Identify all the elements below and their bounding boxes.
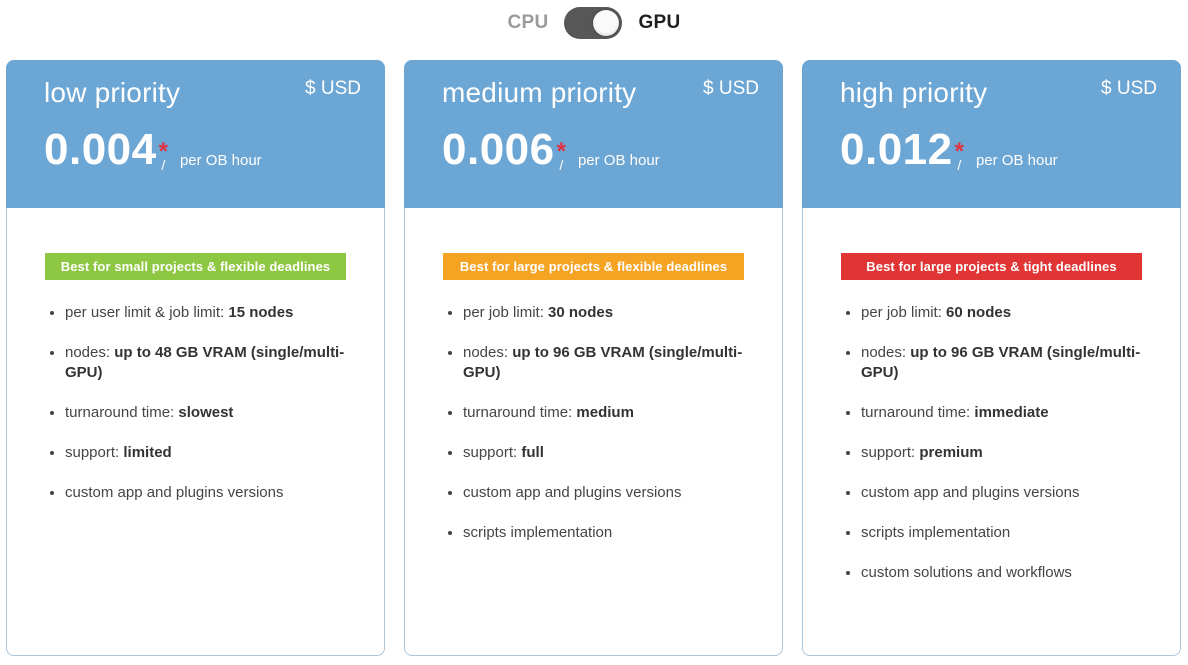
feature-item: scripts implementation	[463, 523, 744, 543]
feature-text: support:	[861, 444, 920, 461]
feature-item: per user limit & job limit: 15 nodes	[65, 303, 346, 323]
feature-item: custom solutions and workflows	[861, 563, 1142, 583]
feature-list: per job limit: 60 nodes nodes: up to 96 G…	[841, 303, 1142, 583]
toggle-label-cpu[interactable]: CPU	[507, 12, 549, 33]
feature-item: custom app and plugins versions	[463, 483, 744, 503]
per-unit-label: per OB hour	[577, 151, 660, 169]
card-header: high priority $ USD 0.012 * / per OB hou…	[802, 60, 1181, 208]
feature-item: custom app and plugins versions	[65, 483, 346, 503]
pricing-cards: low priority $ USD 0.004 * / per OB hour…	[0, 60, 1188, 656]
feature-bold-value: up to 48 GB VRAM (single/multi-GPU)	[65, 344, 345, 381]
price-value: 0.006	[442, 124, 555, 174]
toggle-label-gpu[interactable]: GPU	[638, 12, 681, 33]
feature-bold-value: immediate	[974, 404, 1049, 421]
feature-text: per user limit & job limit:	[65, 304, 229, 321]
plan-title: medium priority	[442, 77, 637, 108]
feature-item: custom app and plugins versions	[861, 483, 1142, 503]
feature-item: turnaround time: medium	[463, 403, 744, 423]
feature-text: per job limit:	[861, 304, 947, 321]
feature-bold-value: 15 nodes	[228, 304, 294, 321]
feature-bold-value: 30 nodes	[548, 304, 614, 321]
feature-text: custom app and plugins versions	[463, 484, 682, 501]
feature-item: scripts implementation	[861, 523, 1142, 543]
card-header: medium priority $ USD 0.006 * / per OB h…	[404, 60, 783, 208]
price-value: 0.004	[44, 124, 157, 174]
feature-text: support:	[65, 444, 124, 461]
plan-title: high priority	[840, 77, 988, 108]
feature-item: nodes: up to 48 GB VRAM (single/multi-GP…	[65, 343, 346, 383]
feature-item: per job limit: 60 nodes	[861, 303, 1142, 323]
slash-mark: /	[559, 156, 564, 173]
feature-bold-value: up to 96 GB VRAM (single/multi-GPU)	[861, 344, 1141, 381]
feature-item: nodes: up to 96 GB VRAM (single/multi-GP…	[463, 343, 744, 383]
currency-label: $ USD	[305, 78, 361, 99]
price-marks: * /	[556, 137, 566, 173]
per-unit-label: per OB hour	[975, 151, 1058, 169]
feature-item: support: limited	[65, 443, 346, 463]
feature-text: per job limit:	[463, 304, 549, 321]
best-for-badge: Best for large projects & tight deadline…	[841, 253, 1142, 280]
feature-list: per job limit: 30 nodes nodes: up to 96 G…	[443, 303, 744, 543]
best-for-badge: Best for small projects & flexible deadl…	[45, 253, 346, 280]
cpu-gpu-toggle-row: CPU GPU	[0, 0, 1188, 40]
feature-bold-value: 60 nodes	[946, 304, 1012, 321]
feature-bold-value: premium	[919, 444, 983, 461]
feature-item: support: full	[463, 443, 744, 463]
switch-knob	[593, 10, 620, 36]
currency-label: $ USD	[1101, 78, 1157, 99]
feature-text: custom solutions and workflows	[861, 564, 1072, 581]
feature-text: support:	[463, 444, 522, 461]
pricing-card-high-priority: high priority $ USD 0.012 * / per OB hou…	[802, 60, 1181, 656]
plan-title: low priority	[44, 77, 181, 108]
feature-text: scripts implementation	[463, 524, 613, 541]
feature-item: nodes: up to 96 GB VRAM (single/multi-GP…	[861, 343, 1142, 383]
feature-text: turnaround time:	[463, 404, 577, 421]
card-body: Best for large projects & flexible deadl…	[404, 208, 783, 656]
pricing-card-medium-priority: medium priority $ USD 0.006 * / per OB h…	[404, 60, 783, 656]
per-unit-label: per OB hour	[179, 151, 262, 169]
card-body: Best for large projects & tight deadline…	[802, 208, 1181, 656]
price-marks: * /	[158, 137, 168, 173]
feature-text: custom app and plugins versions	[861, 484, 1080, 501]
currency-label: $ USD	[703, 78, 759, 99]
feature-bold-value: up to 96 GB VRAM (single/multi-GPU)	[463, 344, 743, 381]
asterisk-mark: *	[954, 137, 964, 165]
feature-item: support: premium	[861, 443, 1142, 463]
cpu-gpu-switch[interactable]	[564, 7, 623, 39]
feature-item: per job limit: 30 nodes	[463, 303, 744, 323]
feature-text: turnaround time:	[861, 404, 975, 421]
feature-text: nodes:	[65, 344, 115, 361]
feature-text: scripts implementation	[861, 524, 1011, 541]
slash-mark: /	[161, 156, 166, 173]
price-value: 0.012	[840, 124, 953, 174]
feature-item: turnaround time: slowest	[65, 403, 346, 423]
card-header: low priority $ USD 0.004 * / per OB hour	[6, 60, 385, 208]
feature-text: nodes:	[463, 344, 513, 361]
pricing-card-low-priority: low priority $ USD 0.004 * / per OB hour…	[6, 60, 385, 656]
feature-bold-value: slowest	[178, 404, 234, 421]
slash-mark: /	[957, 156, 962, 173]
feature-text: custom app and plugins versions	[65, 484, 284, 501]
feature-list: per user limit & job limit: 15 nodes node…	[45, 303, 346, 503]
card-body: Best for small projects & flexible deadl…	[6, 208, 385, 656]
feature-bold-value: limited	[123, 444, 172, 461]
price-marks: * /	[954, 137, 964, 173]
feature-text: nodes:	[861, 344, 911, 361]
feature-bold-value: full	[521, 444, 544, 461]
feature-bold-value: medium	[576, 404, 634, 421]
asterisk-mark: *	[158, 137, 168, 165]
asterisk-mark: *	[556, 137, 566, 165]
feature-item: turnaround time: immediate	[861, 403, 1142, 423]
feature-text: turnaround time:	[65, 404, 179, 421]
best-for-badge: Best for large projects & flexible deadl…	[443, 253, 744, 280]
